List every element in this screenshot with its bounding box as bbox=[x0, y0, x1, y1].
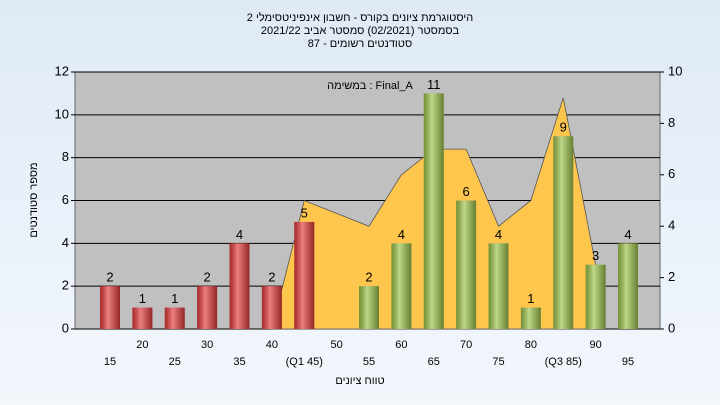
x-tick-label: 35 bbox=[233, 356, 245, 368]
data-label: 1 bbox=[139, 291, 146, 306]
bar-shade bbox=[488, 243, 509, 329]
y-tick-label: 0 bbox=[62, 320, 69, 335]
bar-shade bbox=[359, 286, 379, 329]
bar-shade bbox=[132, 307, 153, 329]
x-tick-label: 60 bbox=[395, 339, 407, 351]
bar-shade bbox=[553, 136, 574, 329]
x-tick-label: 75 bbox=[492, 356, 504, 368]
x-tick-label: 30 bbox=[201, 339, 213, 351]
y-tick-label: 8 bbox=[62, 149, 69, 164]
bar-shade bbox=[423, 93, 444, 330]
data-label: 1 bbox=[527, 291, 534, 306]
bar-shade bbox=[229, 243, 250, 329]
y2-tick-label: 10 bbox=[668, 63, 682, 78]
data-label: 4 bbox=[495, 227, 502, 242]
y-tick-label: 10 bbox=[55, 106, 69, 121]
bar-shade bbox=[520, 307, 541, 329]
x-axis-label: טווח ציונים bbox=[335, 375, 384, 387]
y2-tick-label: 2 bbox=[668, 269, 675, 284]
data-label: 5 bbox=[301, 205, 308, 220]
annotation: במשימה : Final_A bbox=[327, 80, 413, 92]
data-label: 2 bbox=[106, 270, 113, 285]
bar-shade bbox=[261, 286, 282, 329]
y2-tick-label: 4 bbox=[668, 218, 675, 233]
x-tick-label: (Q3 85) bbox=[545, 356, 582, 368]
y-tick-label: 4 bbox=[62, 235, 69, 250]
y-tick-label: 2 bbox=[62, 278, 69, 293]
data-label: 9 bbox=[560, 120, 567, 135]
data-label: 3 bbox=[592, 248, 599, 263]
bar-shade bbox=[294, 221, 315, 329]
y-axis-label: מספר סטודנטים bbox=[28, 162, 40, 237]
x-tick-label: 65 bbox=[428, 356, 440, 368]
x-tick-label: 50 bbox=[331, 339, 343, 351]
data-label: 2 bbox=[365, 270, 372, 285]
data-label: 1 bbox=[171, 291, 178, 306]
bar-shade bbox=[100, 286, 120, 329]
bar-shade bbox=[456, 200, 477, 329]
x-tick-label: 95 bbox=[622, 356, 634, 368]
data-label: 4 bbox=[624, 227, 631, 242]
x-tick-label: (Q1 45) bbox=[286, 356, 323, 368]
data-label: 2 bbox=[268, 270, 275, 285]
chart-title: היסטוגרמת ציונים בקורס - חשבון אינפיניטס… bbox=[247, 11, 473, 24]
bar-shade bbox=[164, 307, 185, 329]
data-label: 6 bbox=[463, 184, 470, 199]
x-tick-label: 40 bbox=[266, 339, 278, 351]
x-tick-label: 25 bbox=[169, 356, 181, 368]
x-tick-label: 15 bbox=[104, 356, 116, 368]
y-tick-label: 12 bbox=[55, 63, 69, 78]
bar-shade bbox=[585, 264, 606, 329]
data-label: 2 bbox=[204, 270, 211, 285]
x-tick-label: 55 bbox=[363, 356, 375, 368]
y2-tick-label: 0 bbox=[668, 320, 675, 335]
y-tick-label: 6 bbox=[62, 192, 69, 207]
data-label: 11 bbox=[427, 77, 441, 92]
x-tick-label: 80 bbox=[525, 339, 537, 351]
chart-subtitle: בסמסטר (02/2021) סמסטר אביב 2021/22 bbox=[261, 25, 460, 37]
bar-shade bbox=[197, 286, 218, 329]
data-label: 4 bbox=[236, 227, 243, 242]
x-tick-label: 20 bbox=[136, 339, 148, 351]
y2-tick-label: 8 bbox=[668, 115, 675, 130]
y2-tick-label: 6 bbox=[668, 166, 675, 181]
chart-subtitle: סטודנטים רשומים - 87 bbox=[308, 38, 412, 50]
x-tick-label: 70 bbox=[460, 339, 472, 351]
x-tick-label: 90 bbox=[590, 339, 602, 351]
bar-shade bbox=[391, 243, 412, 329]
bar-shade bbox=[618, 243, 638, 329]
data-label: 4 bbox=[398, 227, 405, 242]
